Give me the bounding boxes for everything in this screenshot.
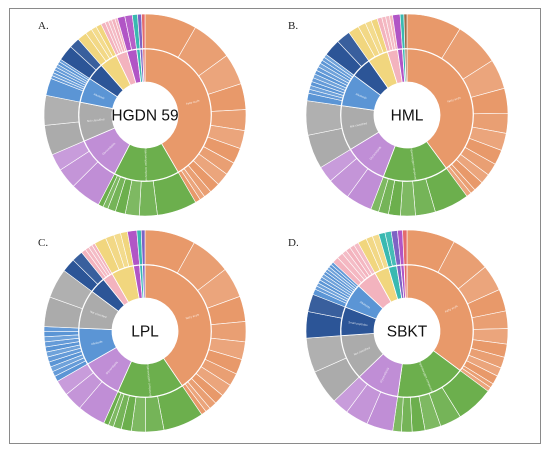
inner-segment <box>406 48 474 169</box>
center-hole <box>374 82 440 148</box>
inner-segment-label: Not classified <box>90 310 108 320</box>
inner-segment-label: Alkaloids <box>91 339 104 346</box>
outer-segment <box>140 229 146 265</box>
center-label: HGDN 59 <box>111 108 178 125</box>
outer-segment <box>402 229 408 265</box>
outer-segment <box>141 13 146 49</box>
center-label: LPL <box>131 324 159 341</box>
inner-segment <box>142 264 146 299</box>
inner-segment-label: Fatty acyls <box>444 304 459 314</box>
outer-segment <box>400 181 416 217</box>
panel-letter: B. <box>288 20 298 32</box>
inner-segment-label: Alkaloids <box>359 300 371 310</box>
inner-segment <box>404 48 408 83</box>
figure-frame: A. Fatty acyls Organooxygen compounds Glyce… <box>9 8 541 444</box>
center-hole <box>112 82 178 148</box>
center-label: SBKT <box>387 324 428 341</box>
inner-segment <box>406 264 474 371</box>
inner-segment <box>403 264 408 299</box>
inner-segment-label: Alkaloids <box>355 92 368 100</box>
inner-segment-label: Not classified <box>350 121 368 128</box>
inner-segment-label: Alkaloids <box>93 92 106 100</box>
inner-segment-label: Not classified <box>353 346 371 357</box>
sunburst-figure: A. Fatty acyls Organooxygen compounds Glyce… <box>38 13 509 433</box>
center-label: HML <box>391 108 424 125</box>
panel-letter: A. <box>38 20 49 32</box>
inner-segment-label: Not classified <box>87 117 105 123</box>
inner-segment-label: Organooxygen compounds <box>144 147 149 183</box>
center-hole <box>374 298 440 364</box>
panel-letter: C. <box>38 237 48 249</box>
inner-segment-label: Organooxygen compounds <box>409 147 418 183</box>
inner-segment-label: Fatty acyls <box>185 312 200 320</box>
center-hole <box>112 298 178 364</box>
inner-segment-label: Small peptides <box>348 320 368 327</box>
inner-segment <box>144 264 212 387</box>
inner-segment-label: Glycerolipids <box>379 366 390 383</box>
inner-segment-label: Fatty acyls <box>447 95 462 103</box>
inner-segment-label: Fatty acyls <box>186 98 201 106</box>
panel-letter: D. <box>288 237 299 249</box>
inner-segment <box>142 48 146 83</box>
outer-segment <box>403 13 408 49</box>
inner-segment-label: Organooxygen compounds <box>146 363 153 399</box>
inner-segment <box>144 48 212 173</box>
